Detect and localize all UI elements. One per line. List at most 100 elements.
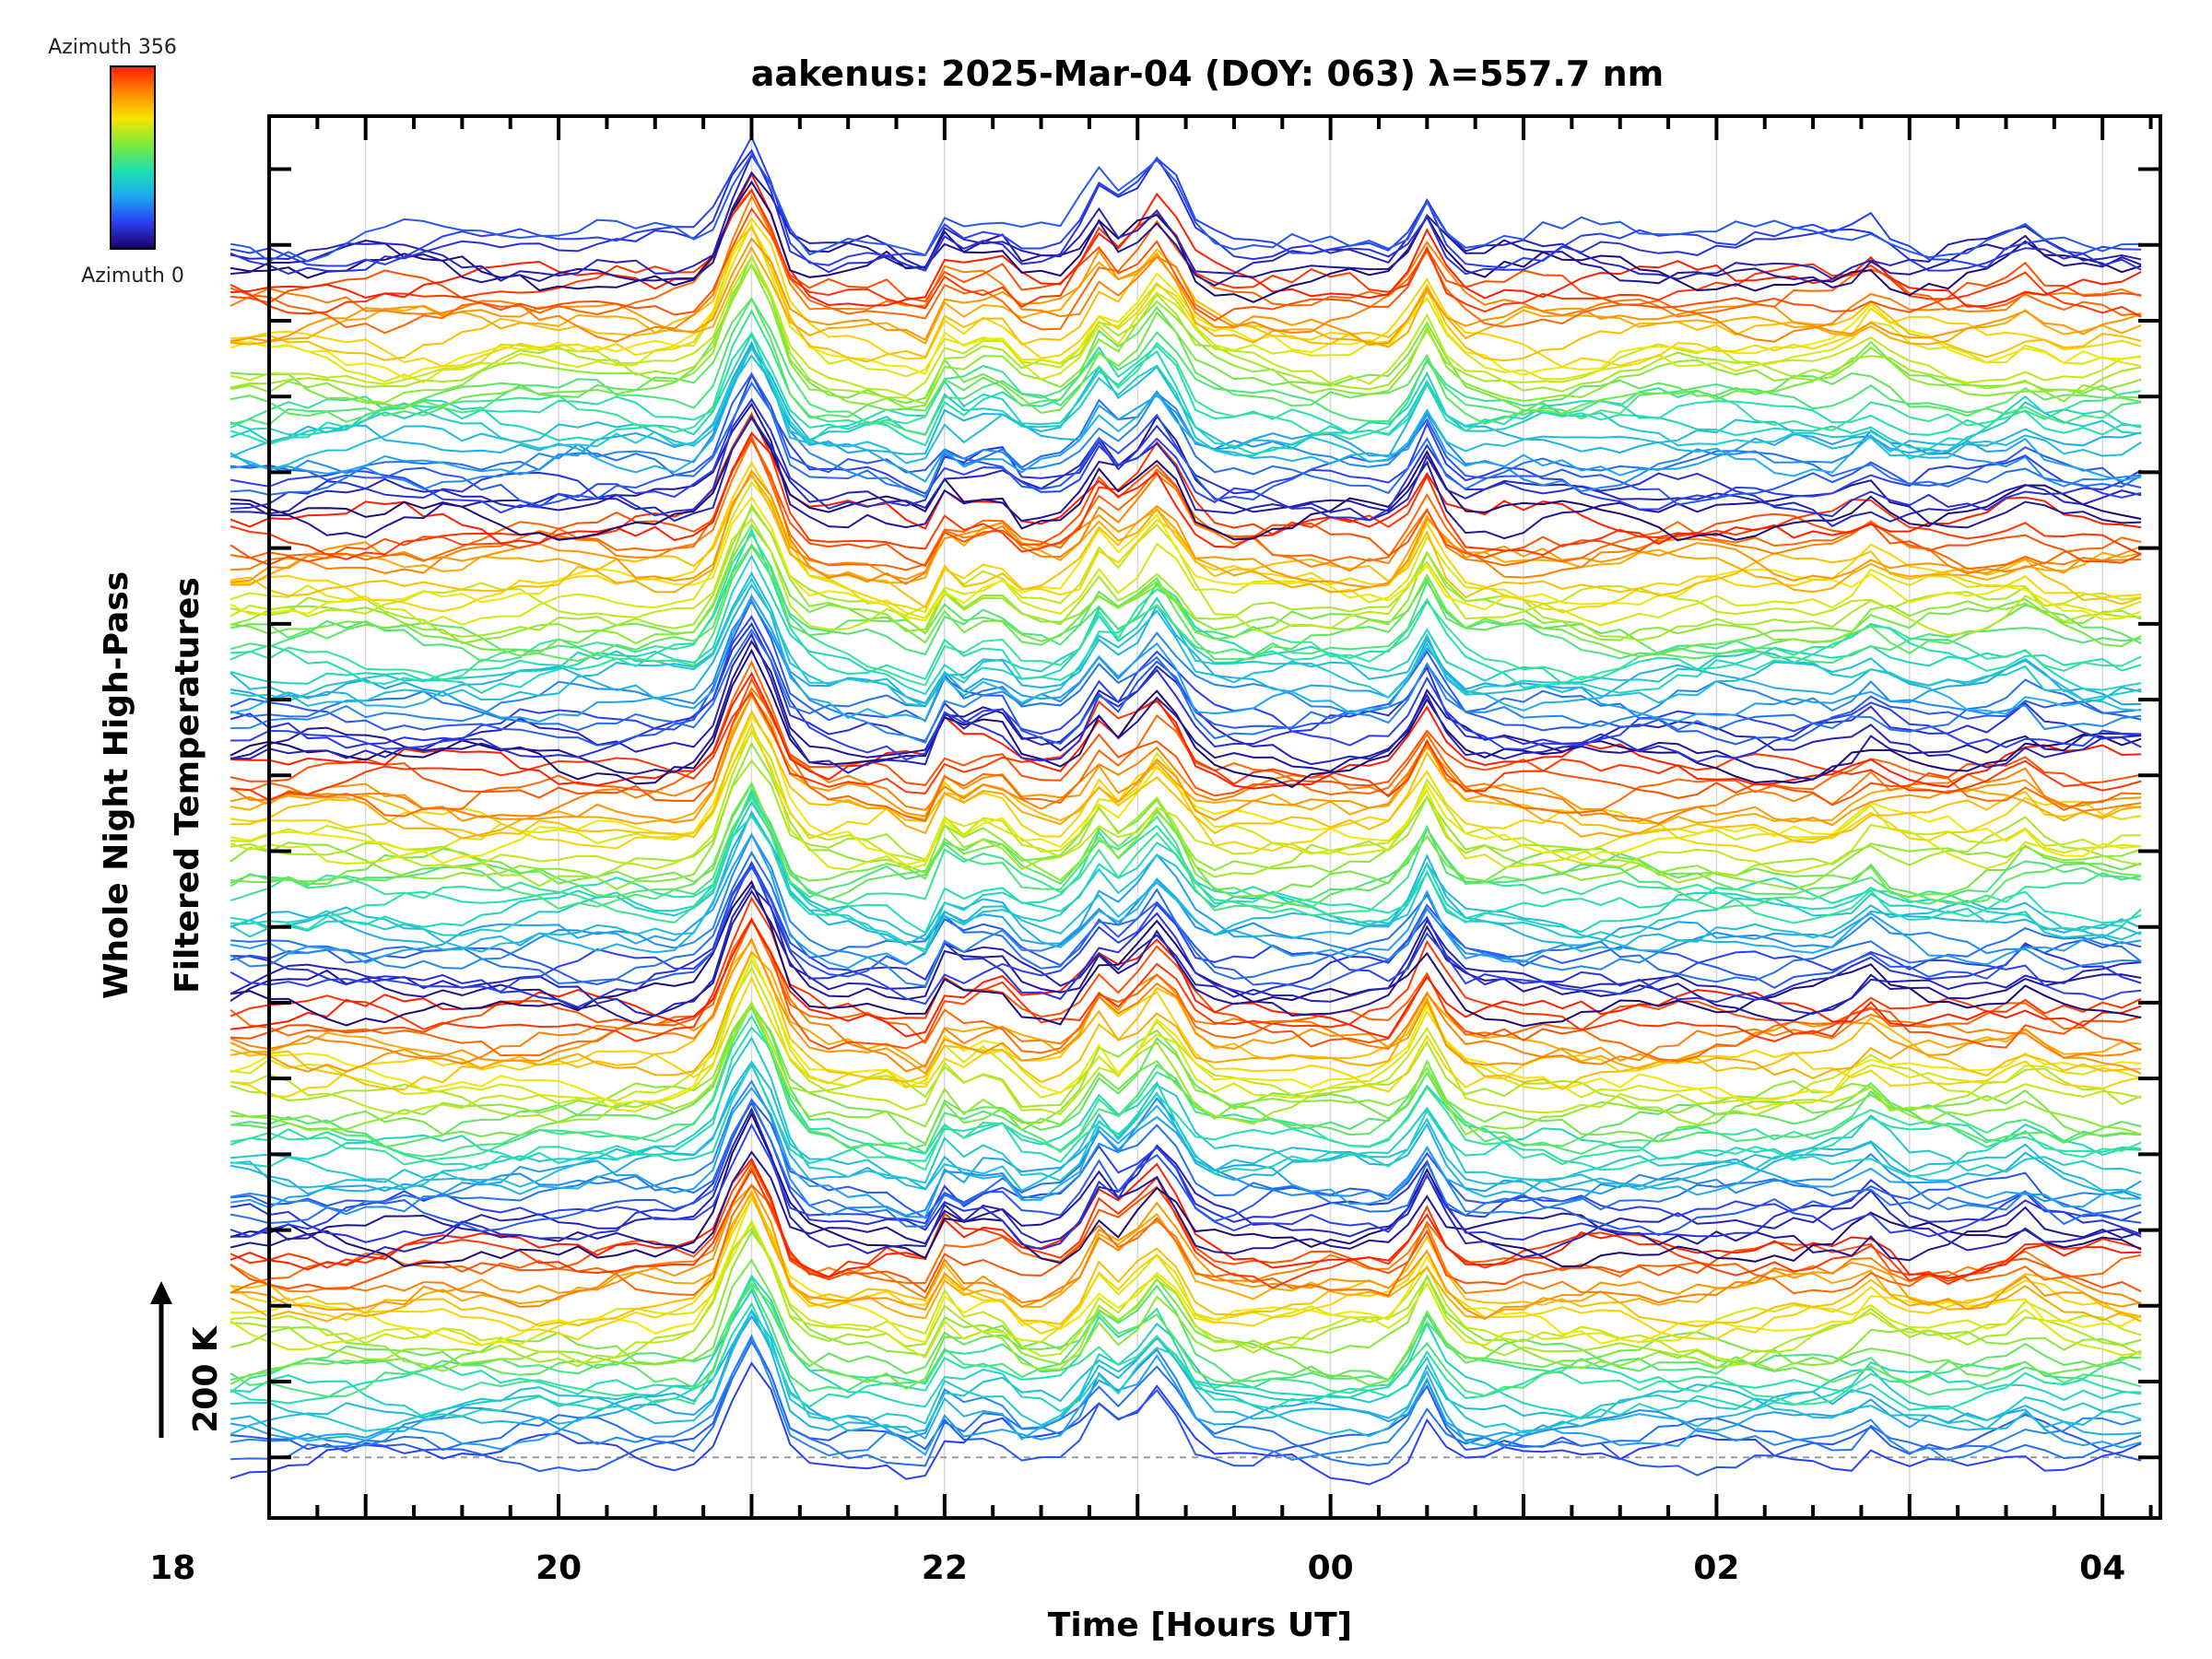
trace-line (229, 1160, 2142, 1293)
scale-arrow (150, 1281, 172, 1438)
x-axis-label: Time [Hours UT] (1048, 1606, 1352, 1644)
colorbar-bottom-label: Azimuth 0 (81, 265, 184, 288)
plot-frame (267, 114, 2162, 1520)
trace-line (230, 217, 2142, 369)
x-tick-label: 02 (1693, 1549, 1739, 1587)
trace-line (229, 517, 2142, 637)
trace-line (229, 1062, 2142, 1178)
trace-line (229, 331, 2142, 447)
trace-line (229, 577, 2142, 707)
trace-line (229, 975, 2142, 1098)
trace-line (229, 809, 2142, 953)
axis-ticks (267, 116, 2160, 1518)
trace-line (229, 148, 2142, 276)
trace-line (229, 1123, 2142, 1238)
chart-title: aakenus: 2025-Mar-04 (DOY: 063) λ=557.7 … (751, 53, 1664, 94)
trace-line (229, 1334, 2142, 1462)
trace-line (230, 437, 2142, 585)
trace-line (229, 865, 2142, 991)
trace-line (229, 1183, 2142, 1297)
trace-line (229, 879, 2142, 1028)
trace-line (229, 950, 2142, 1080)
trace-line (229, 340, 2142, 483)
x-tick-label: 18 (149, 1549, 195, 1587)
grid-lines (364, 116, 2103, 1518)
trace-line (229, 648, 2142, 789)
trace-line (229, 1099, 2142, 1228)
trace-line (229, 800, 2142, 954)
trace-line (229, 1026, 2142, 1171)
trace-line (230, 861, 2142, 1008)
trace-line (230, 1274, 2142, 1420)
trace-line (229, 1112, 2142, 1268)
trace-line (229, 884, 2142, 1018)
x-tick-label: 20 (535, 1549, 582, 1587)
trace-line (229, 958, 2142, 1112)
trace-line (230, 1060, 2142, 1196)
trace-line (229, 639, 2142, 781)
trace-line (229, 1002, 2142, 1158)
x-tick-label: 04 (2079, 1549, 2125, 1587)
trace-series (229, 135, 2142, 1486)
trace-line (229, 296, 2142, 425)
trace-line (229, 1164, 2142, 1308)
trace-line (229, 936, 2142, 1076)
y-axis-label-line2: Filtered Temperatures (169, 577, 206, 994)
trace-line (229, 153, 2142, 282)
trace-line (229, 346, 2142, 460)
trace-line (230, 171, 2142, 288)
trace-line (230, 1335, 2142, 1477)
scale-label: 200 K (187, 1325, 225, 1433)
trace-line (229, 1276, 2142, 1406)
trace-line (230, 1036, 2142, 1190)
trace-line (229, 677, 2142, 806)
trace-line (229, 544, 2142, 667)
colorbar (110, 65, 156, 250)
x-tick-label: 00 (1308, 1549, 1354, 1587)
trace-line (229, 1314, 2142, 1456)
trace-line (230, 781, 2142, 898)
trace-line (229, 532, 2142, 687)
trace-line (229, 554, 2142, 696)
trace-line (230, 615, 2142, 761)
trace-line (230, 1004, 2142, 1146)
trace-line (230, 527, 2142, 689)
colorbar-top-label: Azimuth 356 (48, 36, 177, 59)
trace-line (229, 896, 2142, 1042)
trace-line (229, 1282, 2142, 1389)
trace-line (229, 431, 2142, 548)
trace-line (230, 222, 2142, 383)
trace-line (229, 598, 2142, 747)
trace-line (229, 916, 2142, 1063)
trace-line (229, 1221, 2142, 1364)
trace-line (229, 1150, 2142, 1262)
trace-line (229, 506, 2142, 641)
trace-line (229, 309, 2142, 441)
trace-line (230, 728, 2142, 874)
trace-line (230, 965, 2142, 1115)
trace-line (229, 297, 2142, 437)
trace-line (229, 594, 2142, 723)
trace-line (229, 152, 2142, 263)
trace-line (229, 135, 2142, 269)
trace-line (229, 194, 2142, 343)
trace-line (230, 415, 2142, 528)
trace-line (229, 1100, 2142, 1251)
trace-line (229, 782, 2142, 909)
trace-line (229, 860, 2142, 1006)
trace-line (229, 951, 2142, 1105)
trace-line (229, 759, 2142, 888)
trace-line (229, 372, 2142, 514)
trace-line (230, 245, 2142, 348)
trace-line (230, 1098, 2142, 1237)
trace-line (229, 1195, 2142, 1341)
trace-line (230, 469, 2142, 589)
y-axis-label-line1: Whole Night High-Pass (98, 571, 135, 999)
trace-line (229, 693, 2142, 827)
trace-line (230, 1183, 2142, 1321)
trace-line (229, 812, 2142, 954)
trace-line (230, 474, 2142, 594)
trace-line (230, 206, 2142, 322)
trace-line (230, 709, 2142, 844)
